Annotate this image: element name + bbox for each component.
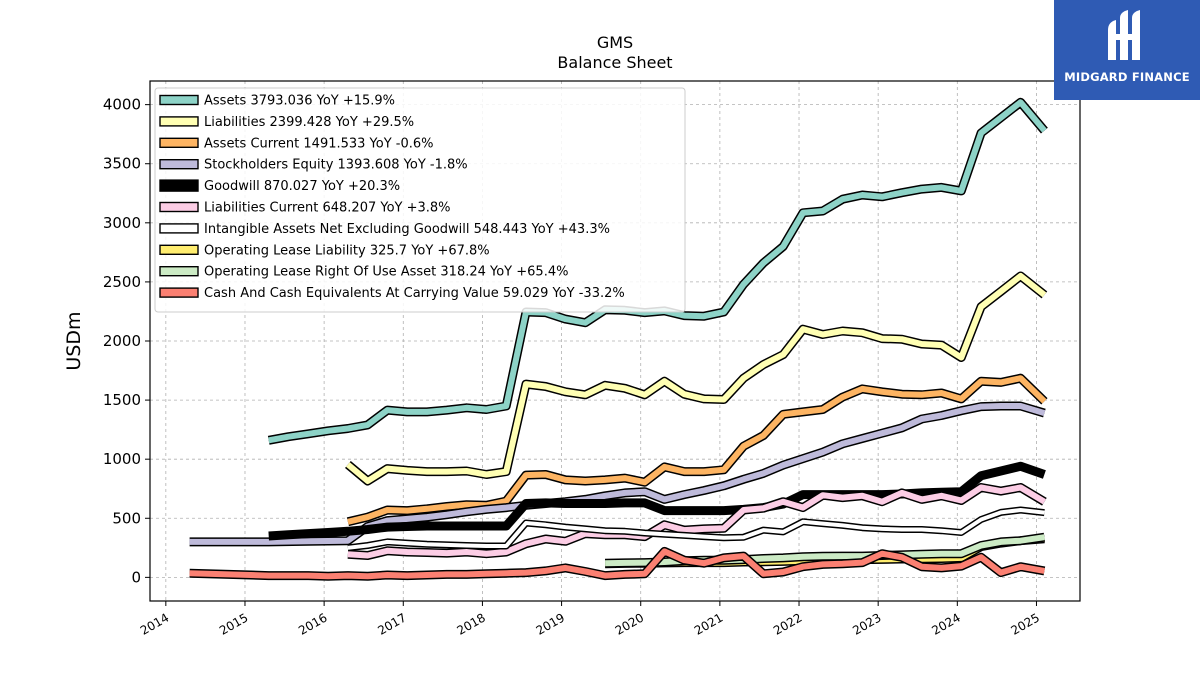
series-path [189, 548, 1045, 580]
legend-label: Cash And Cash Equivalents At Carrying Va… [204, 286, 625, 301]
x-tick-label: 2017 [375, 610, 408, 637]
x-tick-label: 2025 [1009, 610, 1042, 637]
legend-swatch [159, 158, 199, 170]
legend-label: Goodwill 870.027 YoY +20.3% [204, 179, 400, 194]
x-tick-label: 2021 [692, 610, 725, 637]
legend-swatch [159, 116, 199, 127]
y-tick-label: 2500 [103, 273, 141, 291]
series-lines [189, 97, 1048, 581]
legend-label: Operating Lease Right Of Use Asset 318.2… [204, 265, 568, 280]
legend: Assets 3793.036 YoY +15.9% Liabilities 23… [154, 87, 686, 313]
y-tick-label: 4000 [103, 96, 141, 114]
x-tick-label: 2020 [613, 610, 646, 637]
series-line-2 [346, 373, 1048, 527]
legend-swatch [159, 201, 199, 213]
legend-label: Stockholders Equity 1393.608 YoY -1.8% [204, 158, 468, 173]
x-tick-label: 2016 [296, 610, 329, 637]
legend-swatch [159, 244, 199, 256]
legend-label: Assets Current 1491.533 YoY -0.6% [204, 136, 434, 151]
legend-swatch [159, 223, 199, 234]
x-tick-label: 2024 [929, 610, 962, 637]
x-tick-label: 2014 [138, 610, 171, 637]
legend-label: Liabilities Current 648.207 YoY +3.8% [204, 201, 451, 216]
legend-label: Assets 3793.036 YoY +15.9% [204, 94, 395, 109]
legend-swatch [159, 287, 199, 298]
x-tick-label: 2019 [534, 610, 567, 637]
legend-label: Intangible Assets Net Excluding Goodwill… [204, 222, 610, 237]
x-tick-label: 2015 [217, 610, 250, 637]
legend-box [154, 87, 686, 313]
series-path [347, 375, 1047, 525]
y-tick-label: 1000 [103, 450, 141, 468]
legend-swatch [159, 137, 199, 149]
y-tick-label: 500 [112, 509, 141, 527]
legend-swatch [159, 94, 199, 106]
y-axis-label: USDm [63, 311, 85, 370]
series-line-3 [189, 401, 1046, 547]
series-outline [189, 401, 1046, 547]
series-path [347, 508, 1045, 550]
x-tick-label: 2023 [850, 610, 883, 637]
series-path [347, 484, 1046, 559]
series-line-1 [345, 271, 1048, 486]
legend-label: Operating Lease Liability 325.7 YoY +67.… [204, 243, 490, 258]
y-tick-label: 2000 [103, 332, 141, 350]
legend-label: Liabilities 2399.428 YoY +29.5% [204, 115, 414, 130]
brand-logo-icon [1108, 10, 1140, 60]
legend-swatch [159, 266, 199, 277]
series-path [189, 403, 1046, 545]
series-line-5 [347, 483, 1047, 560]
brand-name: MIDGARD FINANCE [1064, 70, 1190, 84]
y-tick-label: 3000 [103, 214, 141, 232]
y-tick-label: 0 [131, 568, 141, 586]
y-tick-label: 3500 [103, 155, 141, 173]
x-tick-label: 2022 [771, 610, 804, 637]
x-tick-label: 2018 [454, 610, 487, 637]
series-path [345, 273, 1047, 484]
brand-logo: MIDGARD FINANCE [1054, 0, 1200, 100]
series-line-6 [347, 506, 1045, 552]
series-line-9 [189, 546, 1046, 581]
legend-swatch [159, 179, 199, 192]
chart-title: GMS [597, 33, 633, 52]
y-tick-label: 1500 [103, 391, 141, 409]
chart-subtitle: Balance Sheet [557, 53, 672, 72]
